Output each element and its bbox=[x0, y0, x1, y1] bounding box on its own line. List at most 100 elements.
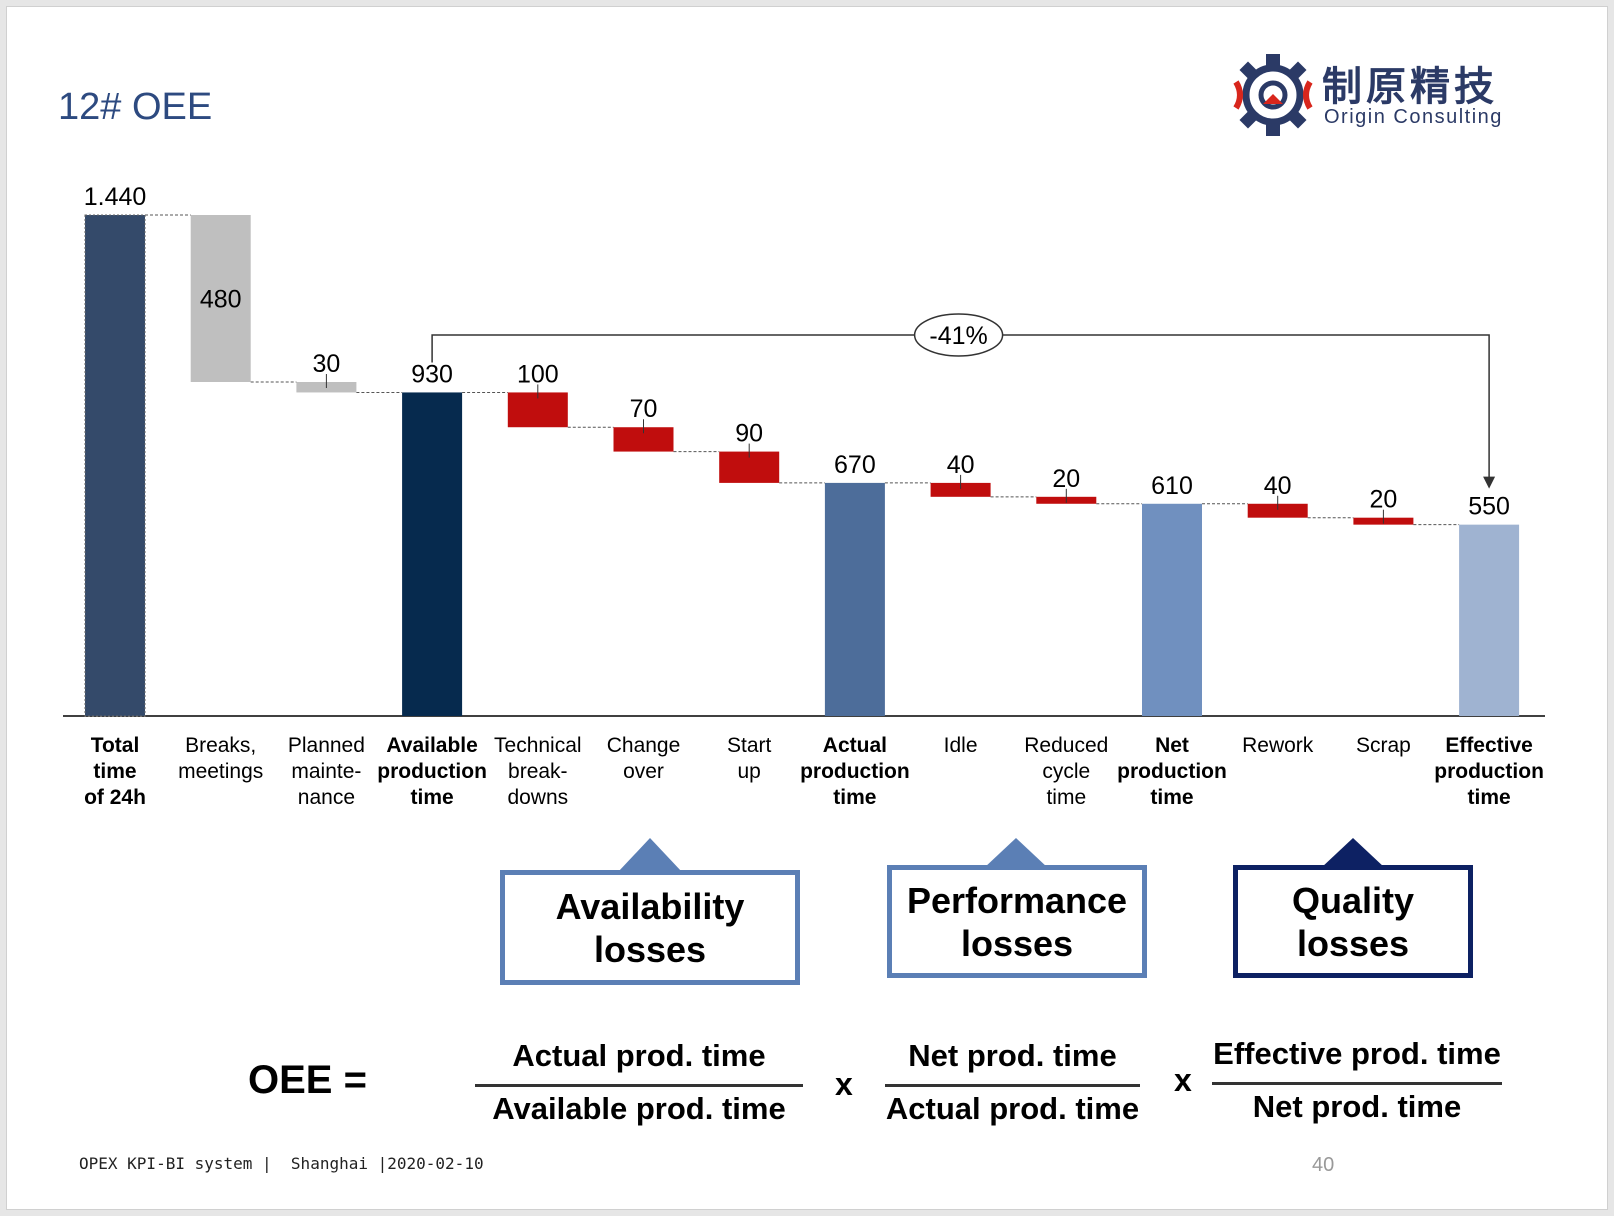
fraction-line bbox=[885, 1084, 1140, 1087]
fraction-quality: Effective prod. time Net prod. time bbox=[1212, 1036, 1502, 1125]
category-label: Available production time bbox=[367, 733, 497, 811]
category-label-line: production bbox=[377, 760, 487, 783]
category-label: Rework bbox=[1213, 733, 1343, 759]
performance-losses-box: Performance losses bbox=[887, 865, 1147, 978]
data-label: 550 bbox=[1468, 493, 1510, 521]
fraction-availability: Actual prod. time Available prod. time bbox=[475, 1038, 803, 1127]
company-logo: 制原精技 Origin Consulting bbox=[1230, 52, 1520, 142]
category-label-line: production bbox=[1434, 760, 1544, 783]
quality-pointer bbox=[1321, 838, 1385, 868]
category-label: Breaks, meetings bbox=[156, 733, 286, 785]
category-label-line: cycle bbox=[1042, 760, 1091, 783]
category-label-line: meetings bbox=[178, 760, 264, 783]
category-label-line: time bbox=[410, 786, 454, 809]
category-label-line: time bbox=[1150, 786, 1194, 809]
multiply-sign: x bbox=[1174, 1062, 1192, 1098]
data-label: 480 bbox=[200, 286, 242, 314]
bar-planned-loss bbox=[190, 215, 251, 382]
annotation-ellipse bbox=[913, 313, 1004, 357]
data-label: 40 bbox=[1264, 472, 1292, 500]
category-label: Idle bbox=[896, 733, 1026, 759]
oee-label: OEE = bbox=[248, 1058, 367, 1102]
category-label-line: time bbox=[1046, 786, 1087, 809]
category-label-line: Rework bbox=[1242, 734, 1314, 757]
category-label-line: Scrap bbox=[1355, 734, 1411, 757]
data-label: 30 bbox=[312, 350, 340, 378]
data-label: 670 bbox=[834, 451, 876, 479]
waterfall-chart: 1.440 480 30 930 100 70 90 670 40 20 610 40 20 550 -41… bbox=[63, 183, 1545, 717]
category-label: Scrap bbox=[1318, 733, 1448, 759]
category-label: Reduced cycle time bbox=[1001, 733, 1131, 811]
category-label: Change over bbox=[579, 733, 709, 785]
fraction-line bbox=[475, 1084, 803, 1087]
category-label-line: Reduced bbox=[1024, 734, 1109, 757]
numerator: Actual prod. time bbox=[512, 1038, 766, 1073]
availability-losses-box: Availability losses bbox=[500, 870, 800, 985]
data-label: 100 bbox=[517, 360, 559, 388]
slide bbox=[6, 6, 1608, 1210]
data-label: 610 bbox=[1151, 472, 1193, 500]
data-label: 20 bbox=[1052, 465, 1080, 493]
category-label: Planned mainte-nance bbox=[261, 733, 391, 811]
category-label: Total time of 24h bbox=[50, 733, 180, 811]
category-label-line: Effective bbox=[1445, 734, 1533, 757]
category-label-line: nance bbox=[297, 786, 355, 809]
category-label-line: production bbox=[1117, 760, 1227, 783]
denominator: Actual prod. time bbox=[885, 1091, 1140, 1126]
category-label-line: Total bbox=[90, 734, 140, 757]
category-label-line: of 24h bbox=[84, 786, 146, 809]
performance-pointer bbox=[984, 838, 1048, 868]
bar-subtotal bbox=[1142, 503, 1202, 716]
category-label-line: break- bbox=[508, 760, 568, 783]
data-label: 930 bbox=[411, 360, 453, 388]
page-title: 12# OEE bbox=[58, 86, 213, 128]
multiply-sign: x bbox=[835, 1066, 853, 1102]
denominator: Net prod. time bbox=[1252, 1089, 1462, 1124]
category-label: Actual production time bbox=[790, 733, 920, 811]
category-label-line: over bbox=[623, 760, 664, 783]
gear-logo-icon bbox=[1233, 54, 1313, 136]
logo-chinese-text: 制原精技 bbox=[1322, 64, 1498, 110]
data-label: 20 bbox=[1369, 486, 1397, 514]
bar-subtotal bbox=[1459, 524, 1520, 716]
category-label-line: up bbox=[737, 760, 761, 783]
category-label-line: production bbox=[800, 760, 910, 783]
category-label-line: time bbox=[1467, 786, 1511, 809]
arrow-head-icon bbox=[1483, 476, 1496, 489]
category-label: Effective production time bbox=[1424, 733, 1554, 811]
numerator: Net prod. time bbox=[908, 1038, 1117, 1073]
data-label: 70 bbox=[630, 395, 658, 423]
category-label-line: Available bbox=[386, 734, 478, 757]
denominator: Available prod. time bbox=[492, 1091, 786, 1126]
fraction-line bbox=[1212, 1082, 1502, 1085]
category-label-line: Change bbox=[606, 734, 681, 757]
category-label-line: time bbox=[93, 760, 137, 783]
availability-pointer bbox=[618, 838, 682, 872]
category-label: Technical break-downs bbox=[473, 733, 603, 811]
logo-english-text: Origin Consulting bbox=[1324, 106, 1503, 128]
bar-loss bbox=[930, 482, 991, 497]
page-number: 40 bbox=[1312, 1154, 1335, 1176]
category-label-line: downs bbox=[507, 786, 569, 809]
bar-total bbox=[84, 214, 146, 717]
category-label: Net production time bbox=[1107, 733, 1237, 811]
data-label: 1.440 bbox=[84, 183, 147, 211]
category-label-line: Breaks, bbox=[185, 734, 257, 757]
numerator: Effective prod. time bbox=[1213, 1036, 1501, 1071]
category-label-line: Net bbox=[1155, 734, 1189, 757]
category-label-line: Idle bbox=[943, 734, 978, 757]
category-label-line: Technical bbox=[494, 734, 582, 757]
data-label: 40 bbox=[947, 451, 975, 479]
category-label-line: mainte- bbox=[291, 760, 362, 783]
footer-text: OPEX KPI-BI system | Shanghai |2020-02-1… bbox=[79, 1154, 484, 1173]
category-label-line: Planned bbox=[287, 734, 365, 757]
quality-losses-box: Quality losses bbox=[1233, 865, 1473, 978]
annotation-label: -41% bbox=[929, 322, 987, 350]
category-label: Start up bbox=[684, 733, 814, 785]
data-label: 90 bbox=[735, 420, 763, 448]
bar-loss bbox=[1247, 503, 1308, 518]
fraction-performance: Net prod. time Actual prod. time bbox=[885, 1038, 1140, 1127]
bar-subtotal bbox=[402, 392, 463, 716]
category-label-line: time bbox=[833, 786, 877, 809]
category-label-line: Actual bbox=[822, 734, 887, 757]
